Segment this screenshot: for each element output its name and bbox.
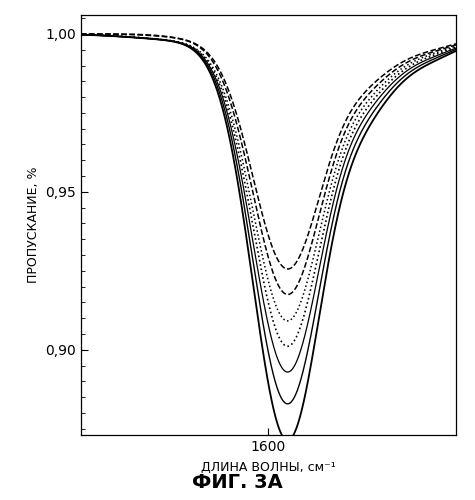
X-axis label: ДЛИНА ВОЛНЫ, см⁻¹: ДЛИНА ВОЛНЫ, см⁻¹ bbox=[201, 461, 336, 474]
Text: ФИГ. 3A: ФИГ. 3A bbox=[192, 474, 283, 492]
Y-axis label: ПРОПУСКАНИЕ, %: ПРОПУСКАНИЕ, % bbox=[27, 167, 39, 283]
